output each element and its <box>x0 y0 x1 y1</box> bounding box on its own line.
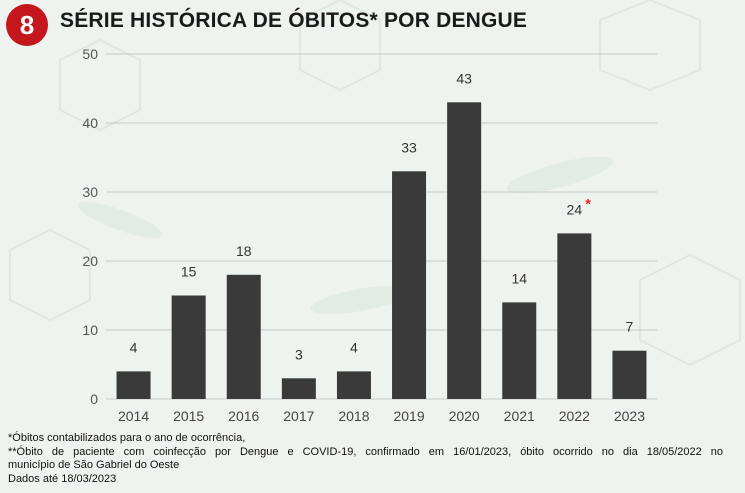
x-tick-label: 2022 <box>559 408 590 424</box>
y-tick-label: 0 <box>90 391 98 407</box>
data-label: 18 <box>236 243 252 259</box>
x-tick-label: 2017 <box>283 408 314 424</box>
x-tick-label: 2021 <box>504 408 535 424</box>
bar <box>557 233 592 399</box>
x-tick-label: 2019 <box>393 408 424 424</box>
x-tick-label: 2018 <box>338 408 369 424</box>
footnote-1: *Óbitos contabilizados para o ano de oco… <box>8 432 246 444</box>
x-tick-label: 2016 <box>228 408 259 424</box>
x-tick-label: 2015 <box>173 408 204 424</box>
bar <box>281 378 316 399</box>
bar <box>116 371 151 399</box>
footnote-date: Dados até 18/03/2023 <box>8 472 117 485</box>
bar <box>336 371 371 399</box>
y-tick-label: 10 <box>82 322 98 338</box>
x-tick-label: 2023 <box>614 408 645 424</box>
y-tick-label: 30 <box>82 184 98 200</box>
bar <box>392 171 427 399</box>
footnote-3: município de São Gabriel do Oeste <box>8 459 180 472</box>
bar <box>447 102 482 400</box>
header: 8 SÉRIE HISTÓRICA DE ÓBITOS* POR DENGUE <box>0 0 745 52</box>
y-tick-label: 40 <box>82 115 98 131</box>
page-title: SÉRIE HISTÓRICA DE ÓBITOS* POR DENGUE <box>60 9 528 32</box>
x-tick-label: 2020 <box>449 408 480 424</box>
data-label: 3 <box>295 346 303 362</box>
footnotes: *Óbitos contabilizados para o ano de oco… <box>8 432 723 486</box>
footnote-2: **Óbito de paciente com coinfecção por D… <box>8 445 723 458</box>
data-label: 24 <box>567 201 583 217</box>
bar-chart: 0 10 20 30 40 50 4 2014 15 2015 18 2016 3 2017 4 2018 33… <box>82 46 657 424</box>
data-label: 43 <box>456 70 472 86</box>
data-label: 15 <box>181 264 197 280</box>
bar <box>502 302 537 399</box>
data-label: 4 <box>350 339 358 355</box>
bar <box>171 295 206 399</box>
data-label: 7 <box>626 319 634 335</box>
section-number-badge: 8 <box>6 4 48 46</box>
data-label: 33 <box>401 139 417 155</box>
data-label: 4 <box>130 339 138 355</box>
annotation-asterisk: * <box>585 195 591 211</box>
bar <box>612 350 647 399</box>
data-label: 14 <box>511 270 527 286</box>
bar <box>226 274 261 399</box>
y-tick-label: 20 <box>82 253 98 269</box>
x-tick-label: 2014 <box>118 408 149 424</box>
y-tick-label: 50 <box>82 46 98 62</box>
